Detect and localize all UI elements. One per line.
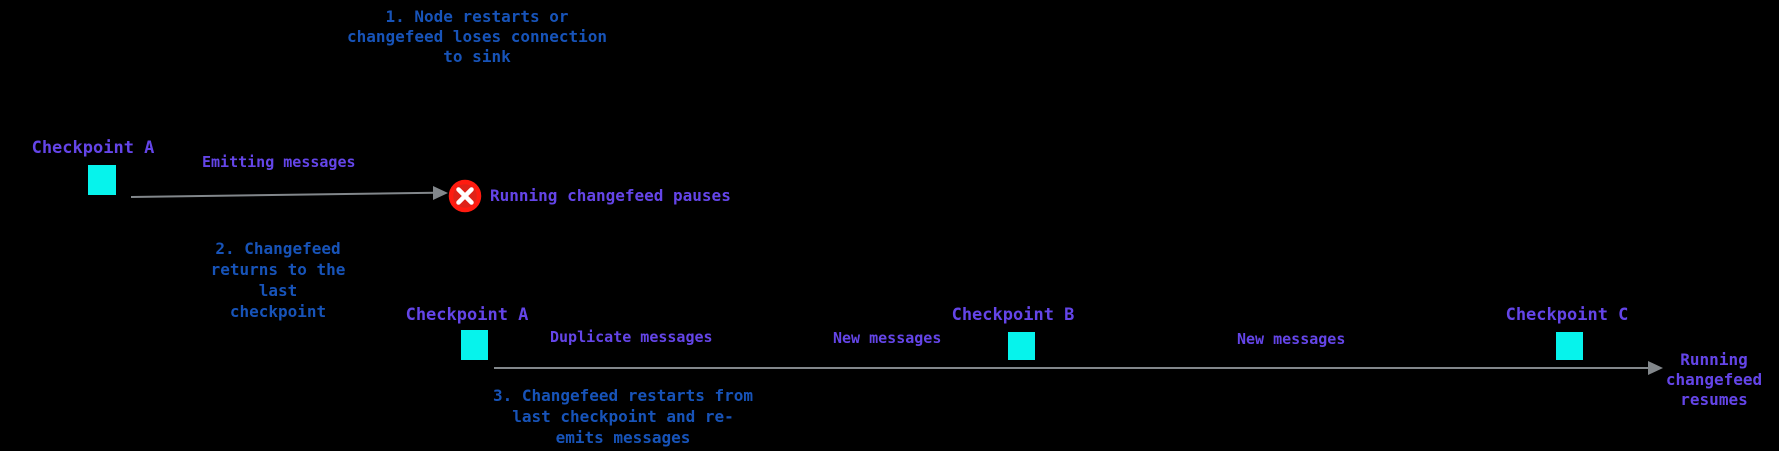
- step-3-line: 3. Changefeed restarts from: [492, 386, 754, 405]
- checkpoint-b-marker: [1008, 332, 1035, 360]
- checkpoint-c-label: Checkpoint C: [1505, 305, 1629, 325]
- checkpoint-a-marker-2: [461, 330, 488, 360]
- resume-line: Running: [1680, 350, 1748, 369]
- new-messages-label-1: New messages: [833, 329, 942, 347]
- checkpoint-c-marker: [1556, 332, 1583, 360]
- step-3-annotation: 3. Changefeed restarts from last checkpo…: [458, 385, 788, 448]
- step-2-line: checkpoint: [229, 302, 327, 321]
- checkpoint-a-label-1: Checkpoint A: [31, 138, 155, 158]
- step-1-line: changefeed loses connection: [346, 27, 608, 46]
- new-messages-label-2: New messages: [1237, 330, 1346, 348]
- step-2-annotation: 2. Changefeed returns to the last checkp…: [158, 238, 398, 322]
- running-changefeed-resumes-label: Running changefeed resumes: [1629, 350, 1779, 410]
- checkpoint-a-label-2: Checkpoint A: [405, 305, 529, 325]
- checkpoint-a-marker-1: [88, 165, 116, 195]
- step-3-line: emits messages: [555, 428, 691, 447]
- step-2-line: returns to the: [210, 260, 346, 279]
- step-1-annotation: 1. Node restarts or changefeed loses con…: [307, 7, 647, 67]
- timeline-1-arrowhead: [433, 186, 448, 200]
- timeline-2-arrow-line: [494, 367, 1649, 369]
- step-1-line: to sink: [443, 47, 511, 66]
- circle-x-icon: [448, 179, 482, 213]
- running-changefeed-pauses-label: Running changefeed pauses: [490, 186, 731, 205]
- timeline-2-arrowhead: [1648, 361, 1663, 375]
- resume-line: resumes: [1680, 390, 1748, 409]
- checkpoint-b-label: Checkpoint B: [951, 305, 1075, 325]
- duplicate-messages-label: Duplicate messages: [550, 328, 713, 346]
- step-2-line: last: [258, 281, 298, 300]
- step-1-line: 1. Node restarts or: [385, 7, 569, 26]
- resume-line: changefeed: [1665, 370, 1763, 389]
- timeline-1-arrow-line: [130, 191, 435, 198]
- emitting-messages-label: Emitting messages: [202, 153, 356, 171]
- step-2-line: 2. Changefeed: [215, 239, 341, 258]
- step-3-line: last checkpoint and re-: [512, 407, 734, 426]
